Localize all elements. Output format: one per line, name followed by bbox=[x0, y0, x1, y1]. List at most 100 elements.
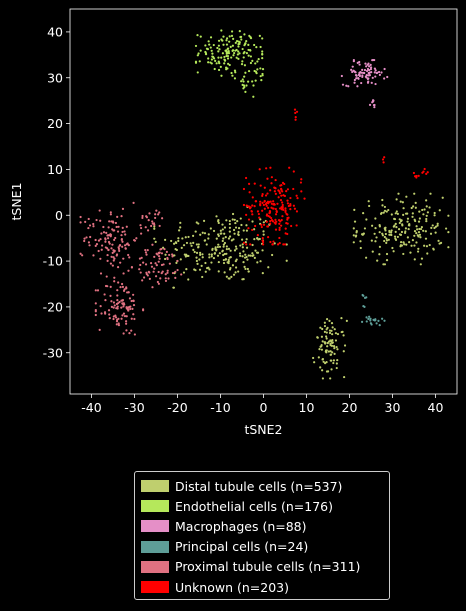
data-point-series-4 bbox=[121, 207, 125, 210]
data-point-series-4 bbox=[109, 294, 112, 297]
data-point-series-1 bbox=[210, 49, 213, 52]
data-point-series-0 bbox=[199, 251, 202, 254]
data-point-series-0 bbox=[231, 212, 235, 216]
data-point-series-0 bbox=[323, 341, 326, 344]
data-point-series-4 bbox=[108, 317, 111, 320]
data-point-series-0 bbox=[246, 258, 249, 261]
data-point-series-4 bbox=[142, 308, 145, 311]
data-point-series-5 bbox=[289, 196, 292, 200]
data-point-series-0 bbox=[330, 368, 333, 371]
data-point-series-1 bbox=[210, 62, 213, 65]
data-point-series-0 bbox=[232, 238, 235, 241]
data-point-series-0 bbox=[447, 214, 450, 217]
data-point-series-1 bbox=[240, 63, 244, 66]
data-point-series-0 bbox=[394, 237, 397, 240]
data-point-series-5 bbox=[382, 161, 385, 164]
data-point-series-4 bbox=[157, 251, 160, 254]
data-point-series-0 bbox=[378, 245, 382, 248]
data-point-series-1 bbox=[258, 34, 261, 37]
data-point-series-4 bbox=[105, 231, 108, 234]
data-point-series-0 bbox=[416, 250, 420, 253]
data-point-series-4 bbox=[96, 289, 100, 292]
data-point-series-4 bbox=[171, 253, 174, 256]
data-point-series-0 bbox=[253, 256, 256, 259]
data-point-series-0 bbox=[242, 278, 245, 281]
data-point-series-4 bbox=[168, 253, 171, 257]
data-point-series-0 bbox=[225, 275, 228, 278]
data-point-series-1 bbox=[211, 52, 214, 55]
data-point-series-4 bbox=[110, 255, 113, 258]
data-point-series-0 bbox=[418, 210, 421, 213]
data-point-series-4 bbox=[162, 263, 165, 266]
data-point-series-5 bbox=[247, 227, 250, 230]
data-point-series-0 bbox=[222, 245, 225, 248]
data-point-series-0 bbox=[401, 224, 404, 227]
data-point-series-5 bbox=[292, 170, 295, 173]
data-point-series-4 bbox=[130, 329, 133, 332]
data-point-series-5 bbox=[251, 204, 254, 207]
data-point-series-0 bbox=[233, 232, 236, 235]
data-point-series-4 bbox=[117, 281, 120, 284]
data-point-series-0 bbox=[200, 264, 203, 267]
data-point-series-4 bbox=[112, 259, 115, 262]
data-point-series-2 bbox=[358, 63, 361, 66]
data-point-series-4 bbox=[125, 225, 128, 228]
data-point-series-0 bbox=[387, 238, 390, 241]
data-point-series-0 bbox=[253, 228, 256, 231]
data-point-series-0 bbox=[426, 252, 429, 255]
data-point-series-4 bbox=[157, 255, 161, 258]
data-point-series-0 bbox=[332, 361, 335, 365]
data-point-series-5 bbox=[276, 243, 280, 246]
data-point-series-5 bbox=[383, 156, 386, 159]
data-point-series-1 bbox=[228, 35, 231, 38]
legend-item: Unknown (n=203) bbox=[141, 577, 383, 597]
data-point-series-0 bbox=[441, 196, 444, 199]
data-point-series-5 bbox=[274, 222, 277, 225]
data-point-series-0 bbox=[182, 244, 186, 247]
data-point-series-0 bbox=[413, 234, 416, 237]
legend-label: Macrophages (n=88) bbox=[175, 518, 307, 534]
data-point-series-4 bbox=[132, 201, 135, 204]
data-point-series-4 bbox=[104, 284, 108, 288]
data-point-series-5 bbox=[294, 111, 297, 115]
data-point-series-0 bbox=[162, 246, 165, 249]
x-tick-label: 30 bbox=[385, 400, 401, 415]
data-point-series-0 bbox=[210, 255, 213, 258]
data-point-series-1 bbox=[248, 34, 251, 38]
data-point-series-5 bbox=[261, 236, 264, 240]
data-point-series-0 bbox=[368, 204, 371, 208]
data-point-series-1 bbox=[254, 62, 257, 65]
data-point-series-1 bbox=[240, 35, 243, 38]
data-point-series-0 bbox=[216, 245, 220, 249]
data-point-series-4 bbox=[139, 263, 142, 267]
data-point-series-4 bbox=[121, 314, 124, 317]
data-point-series-4 bbox=[106, 237, 110, 240]
data-point-series-0 bbox=[233, 218, 236, 221]
data-point-series-0 bbox=[198, 268, 202, 271]
data-point-series-5 bbox=[253, 205, 256, 208]
data-point-series-4 bbox=[79, 252, 82, 255]
data-point-series-0 bbox=[153, 227, 156, 230]
data-point-series-4 bbox=[130, 317, 133, 320]
legend-swatch bbox=[141, 540, 169, 553]
data-point-series-0 bbox=[382, 211, 385, 214]
data-point-series-0 bbox=[436, 224, 439, 227]
data-point-series-4 bbox=[102, 225, 105, 229]
data-point-series-3 bbox=[381, 317, 384, 320]
data-point-series-0 bbox=[326, 345, 329, 348]
data-point-series-4 bbox=[94, 289, 97, 292]
data-point-series-4 bbox=[83, 237, 86, 240]
data-point-series-0 bbox=[245, 246, 249, 249]
data-point-series-4 bbox=[113, 257, 116, 260]
data-point-series-3 bbox=[377, 319, 380, 322]
data-point-series-0 bbox=[189, 242, 192, 245]
data-point-series-5 bbox=[286, 202, 290, 205]
data-point-series-0 bbox=[419, 236, 422, 239]
data-point-series-5 bbox=[251, 196, 254, 199]
data-point-series-0 bbox=[170, 239, 173, 243]
data-point-series-0 bbox=[433, 211, 436, 215]
data-point-series-1 bbox=[230, 71, 233, 75]
data-point-series-4 bbox=[154, 275, 158, 278]
data-point-series-0 bbox=[223, 271, 226, 274]
